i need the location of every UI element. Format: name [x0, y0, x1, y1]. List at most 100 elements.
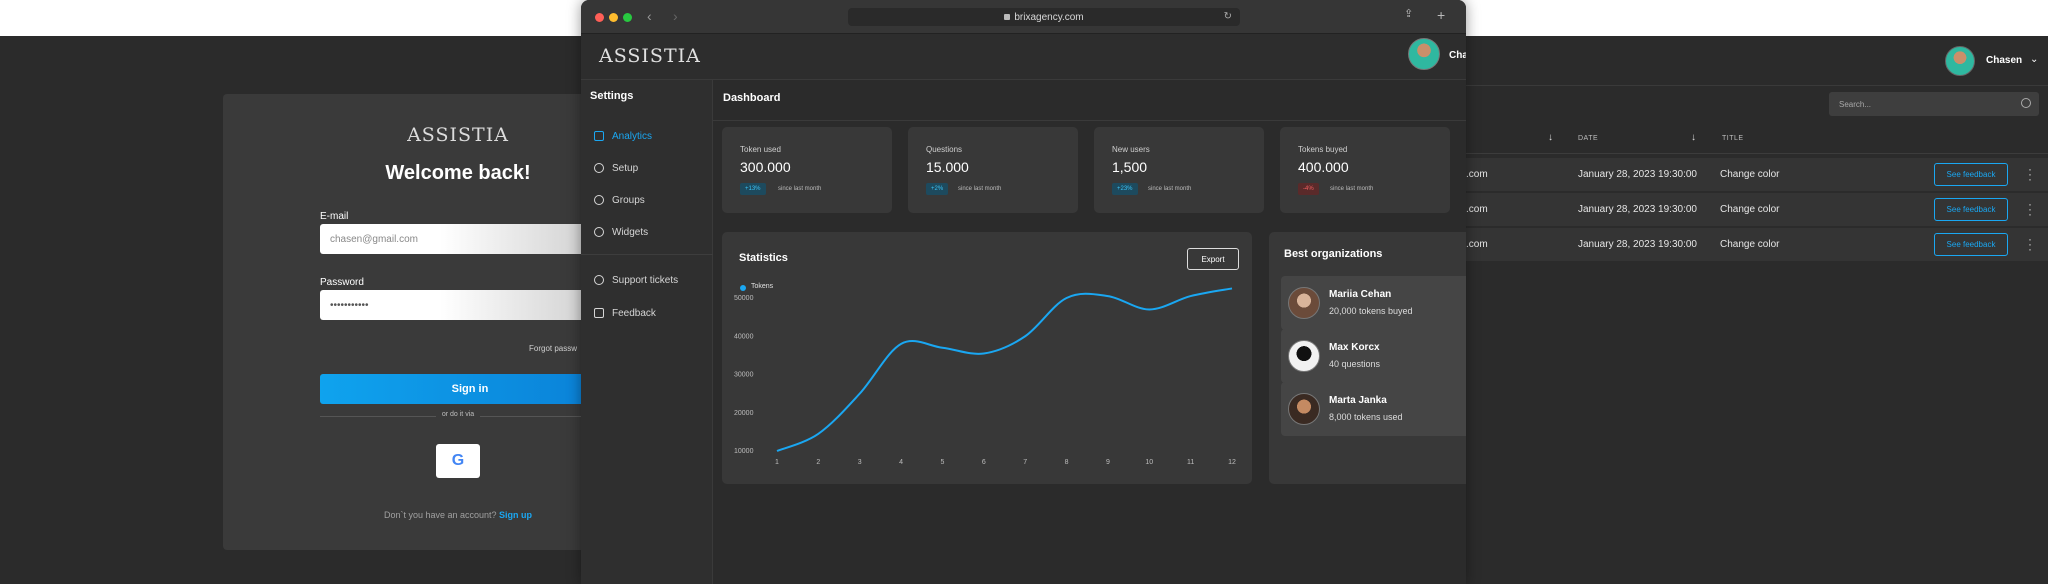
sort-arrow-icon[interactable]: ↓	[1691, 132, 1696, 143]
app-header: ASSISTIA Cha	[581, 34, 1466, 80]
sidebar-item-groups[interactable]: Groups	[581, 189, 713, 211]
see-feedback-button[interactable]: See feedback	[1934, 198, 2008, 221]
password-field[interactable]: •••••••••••	[320, 290, 620, 320]
feedback-table-window: Chasen ⌄ Search... ↓ DATE ↓ TITLE .com J…	[1400, 36, 2048, 584]
email-field[interactable]: chasen@gmail.com	[320, 224, 620, 254]
column-header-date[interactable]: DATE	[1578, 135, 1599, 142]
url-text: brixagency.com	[1014, 11, 1084, 23]
sidebar-item-widgets[interactable]: Widgets	[581, 221, 713, 243]
chevron-right-icon[interactable]: ›	[673, 8, 678, 24]
sidebar-item-label: Groups	[612, 194, 645, 206]
sidebar-item-label: Widgets	[612, 226, 649, 238]
new-tab-icon[interactable]: +	[1437, 7, 1446, 23]
cell-title: Change color	[1720, 169, 1780, 180]
groups-icon	[594, 195, 604, 205]
series-line-tokens	[776, 287, 1233, 452]
trend-badge: +23%	[1112, 183, 1138, 195]
org-name: Max Korcx	[1329, 342, 1380, 353]
share-icon[interactable]: ⇪	[1404, 8, 1414, 20]
cell-title: Change color	[1720, 239, 1780, 250]
x-tick-label: 1	[775, 459, 779, 466]
reload-icon[interactable]: ↻	[1223, 11, 1232, 22]
table-row: .com January 28, 2023 19:30:00 Change co…	[1400, 228, 2048, 262]
search-input[interactable]: Search...	[1829, 92, 2039, 116]
see-feedback-button[interactable]: See feedback	[1934, 233, 2008, 256]
stat-label: Questions	[926, 145, 963, 154]
sidebar-divider	[581, 254, 713, 255]
signup-prompt: Don`t you have an account? Sign up	[223, 510, 693, 520]
org-detail: 8,000 tokens used	[1329, 412, 1403, 422]
sidebar-title: Settings	[590, 90, 634, 102]
table-column-headers: ↓ DATE ↓ TITLE	[1400, 124, 2048, 154]
org-item[interactable]: Marta Janka 8,000 tokens used	[1281, 382, 1466, 436]
cell-date: January 28, 2023 19:30:00	[1578, 204, 1697, 215]
user-icon	[594, 163, 604, 173]
org-detail: 20,000 tokens buyed	[1329, 306, 1413, 316]
sidebar-item-label: Feedback	[612, 307, 656, 319]
app-logo[interactable]: ASSISTIA	[599, 45, 701, 67]
minimize-window-button[interactable]	[609, 13, 618, 22]
maximize-window-button[interactable]	[623, 13, 632, 22]
more-options-icon[interactable]: · · ·	[2028, 162, 2032, 186]
x-tick-label: 7	[1023, 459, 1027, 466]
trend-badge: -4%	[1298, 183, 1319, 195]
sidebar-item-setup[interactable]: Setup	[581, 157, 713, 179]
cell-date: January 28, 2023 19:30:00	[1578, 239, 1697, 250]
page-title: Dashboard	[723, 92, 781, 104]
export-button[interactable]: Export	[1187, 248, 1239, 270]
cell-title: Change color	[1720, 204, 1780, 215]
email-placeholder: chasen@gmail.com	[330, 233, 418, 245]
login-title: Welcome back!	[385, 162, 531, 184]
stat-since: since last month	[1330, 186, 1374, 192]
x-tick-label: 12	[1228, 459, 1236, 466]
x-tick-label: 9	[1106, 459, 1110, 466]
org-detail: 40 questions	[1329, 359, 1381, 369]
sidebar-item-analytics[interactable]: Analytics	[581, 125, 713, 147]
support-icon	[594, 275, 604, 285]
avatar	[1288, 340, 1320, 372]
sign-up-link[interactable]: Sign up	[499, 510, 533, 520]
stat-label: New users	[1112, 145, 1150, 154]
org-item[interactable]: Mariia Cehan 20,000 tokens buyed	[1281, 276, 1466, 330]
sign-in-button[interactable]: Sign in	[320, 374, 620, 404]
sidebar-item-support-tickets[interactable]: Support tickets	[581, 269, 713, 291]
sort-arrow-icon[interactable]: ↓	[1548, 132, 1553, 143]
stat-label: Token used	[740, 145, 781, 154]
sidebar-item-feedback[interactable]: Feedback	[581, 302, 713, 324]
y-tick-label: 50000	[734, 295, 754, 302]
google-sign-in-button[interactable]: G	[436, 444, 480, 478]
column-header-title[interactable]: TITLE	[1722, 135, 1744, 142]
dashboard-main: Dashboard Token used 300.000 +13% since …	[713, 80, 1466, 584]
or-text-label: or do it via	[435, 411, 481, 418]
x-tick-label: 8	[1065, 459, 1069, 466]
sidebar-item-label: Support tickets	[612, 274, 679, 286]
org-name: Mariia Cehan	[1329, 289, 1392, 300]
avatar	[1288, 287, 1320, 319]
avatar	[1288, 393, 1320, 425]
avatar[interactable]	[1408, 38, 1440, 70]
table-row: .com January 28, 2023 19:30:00 Change co…	[1400, 158, 2048, 192]
table-header-bar: Chasen ⌄	[1400, 36, 2048, 86]
analytics-icon	[594, 131, 604, 141]
user-name[interactable]: Chasen	[1986, 55, 2023, 66]
widgets-icon	[594, 227, 604, 237]
more-options-icon[interactable]: · · ·	[2028, 232, 2032, 256]
avatar[interactable]	[1945, 46, 1975, 76]
x-tick-label: 4	[899, 459, 903, 466]
more-options-icon[interactable]: · · ·	[2028, 197, 2032, 221]
statistics-panel: Statistics Export Tokens 10000 20000 30000…	[722, 232, 1252, 484]
chevron-left-icon[interactable]: ‹	[647, 8, 652, 24]
password-label: Password	[320, 277, 364, 288]
org-item[interactable]: Max Korcx 40 questions	[1281, 329, 1466, 383]
address-bar[interactable]: brixagency.com ↻	[848, 8, 1240, 26]
close-window-button[interactable]	[595, 13, 604, 22]
search-icon[interactable]	[2021, 98, 2031, 108]
user-name[interactable]: Cha	[1449, 50, 1466, 61]
chevron-down-icon[interactable]: ⌄	[2030, 54, 2039, 65]
forgot-password-link[interactable]: Forgot passw	[529, 344, 578, 353]
sidebar-item-label: Analytics	[612, 130, 653, 142]
see-feedback-button[interactable]: See feedback	[1934, 163, 2008, 186]
feedback-icon	[594, 308, 604, 318]
cell-email: .com	[1466, 204, 1488, 215]
